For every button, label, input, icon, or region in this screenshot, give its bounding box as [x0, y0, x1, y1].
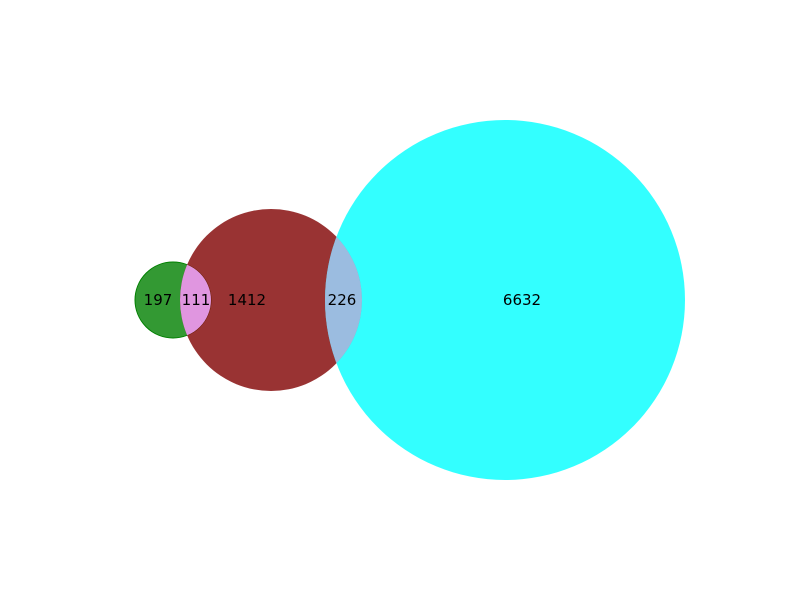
- region-b-c-label: 226: [328, 291, 357, 309]
- set-c-circle: [325, 120, 685, 480]
- region-b-only-label: 1412: [228, 291, 266, 309]
- set-b-circle: [180, 209, 362, 391]
- region-c-only-label: 6632: [503, 291, 541, 309]
- region-a-b-label: 111: [182, 291, 211, 309]
- region-a-only-label: 197: [144, 291, 173, 309]
